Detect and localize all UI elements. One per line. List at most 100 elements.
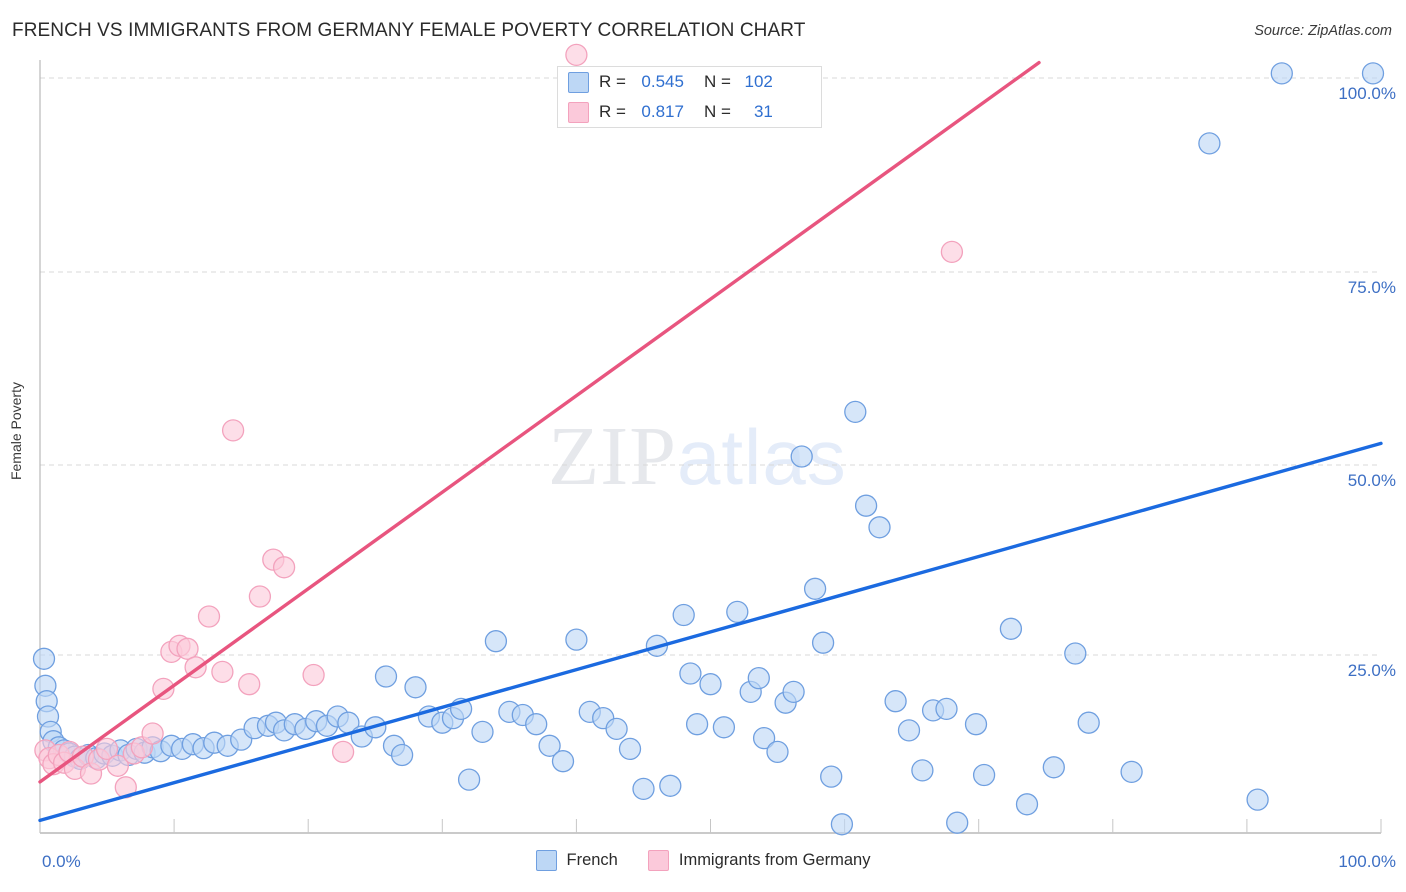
r-value-immigrants-germany: 0.817 bbox=[641, 102, 684, 121]
data-point bbox=[830, 813, 854, 836]
x-axis-label-max: 100.0% bbox=[1338, 852, 1396, 871]
axis-lines bbox=[39, 60, 1382, 834]
r-label-immigrants-germany: R = bbox=[599, 102, 626, 121]
source-attribution: Source: ZipAtlas.com bbox=[1254, 23, 1392, 39]
data-point bbox=[747, 666, 770, 690]
legend-swatch-immigrants-germany bbox=[647, 850, 669, 871]
data-point bbox=[1042, 756, 1065, 779]
data-point bbox=[95, 737, 119, 761]
data-point bbox=[726, 600, 749, 624]
data-point bbox=[790, 445, 813, 468]
data-point bbox=[471, 720, 494, 744]
data-point bbox=[176, 637, 199, 660]
correlation-stats-box: R = 0.545 N = 102 R = 0.817 N = 31 bbox=[557, 66, 822, 128]
data-point bbox=[1064, 642, 1087, 665]
series-swatch-immigrants-germany bbox=[568, 101, 589, 123]
data-point bbox=[972, 763, 996, 787]
data-point bbox=[106, 754, 129, 777]
r-value-french: 0.545 bbox=[641, 72, 684, 91]
x-axis-label-min: 0.0% bbox=[42, 852, 81, 871]
data-point bbox=[964, 713, 988, 736]
data-point bbox=[699, 673, 722, 696]
legend-item-immigrants-germany[interactable]: Immigrants from Germany bbox=[647, 850, 871, 871]
data-point bbox=[152, 677, 175, 701]
series-swatch-french bbox=[568, 71, 589, 93]
data-point bbox=[1077, 711, 1100, 734]
legend-item-french[interactable]: French bbox=[535, 850, 618, 871]
data-point bbox=[404, 676, 427, 699]
data-point bbox=[565, 628, 588, 651]
gridlines bbox=[40, 77, 1381, 656]
n-label-french: N = bbox=[703, 72, 731, 91]
n-label-immigrants-germany: N = bbox=[703, 102, 731, 121]
data-point bbox=[782, 680, 805, 704]
data-point bbox=[659, 774, 682, 797]
data-point bbox=[538, 734, 561, 757]
data-point bbox=[935, 697, 958, 721]
r-label-french: R = bbox=[599, 72, 626, 91]
data-point bbox=[374, 665, 398, 688]
data-point bbox=[868, 516, 891, 539]
data-point bbox=[551, 750, 575, 773]
data-point bbox=[1015, 793, 1039, 816]
data-point bbox=[632, 777, 655, 801]
legend-label-french: French bbox=[566, 851, 618, 869]
trendline-french bbox=[38, 441, 1383, 823]
data-point bbox=[457, 768, 481, 791]
data-point bbox=[484, 630, 508, 653]
legend-label-immigrants-germany: Immigrants from Germany bbox=[678, 851, 871, 869]
data-point bbox=[811, 631, 835, 654]
data-point bbox=[1120, 760, 1143, 784]
page-title: FRENCH VS IMMIGRANTS FROM GERMANY FEMALE… bbox=[12, 20, 806, 41]
stats-row-immigrants-germany: R = 0.817 N = 31 bbox=[558, 97, 821, 127]
data-point bbox=[1246, 788, 1269, 811]
data-point bbox=[197, 605, 221, 628]
n-value-immigrants-germany: 31 bbox=[753, 102, 773, 121]
legend-swatch-french bbox=[535, 850, 557, 871]
data-point bbox=[390, 743, 414, 767]
data-point bbox=[766, 740, 789, 764]
data-point bbox=[1270, 62, 1293, 85]
data-point bbox=[248, 585, 272, 608]
data-point bbox=[679, 662, 702, 685]
data-point bbox=[141, 722, 164, 745]
stats-row-french: R = 0.545 N = 102 bbox=[558, 67, 821, 97]
data-point bbox=[211, 660, 234, 684]
data-point bbox=[525, 713, 548, 736]
data-point bbox=[752, 726, 776, 750]
data-point bbox=[854, 494, 878, 517]
y-axis-tick-label: 50.0% bbox=[1347, 471, 1396, 490]
data-point bbox=[803, 577, 827, 600]
data-point bbox=[1198, 132, 1221, 155]
data-point bbox=[999, 617, 1023, 640]
series-points-immigrants-germany bbox=[34, 43, 964, 799]
data-point bbox=[32, 647, 56, 670]
data-point bbox=[685, 713, 709, 736]
data-point bbox=[272, 556, 296, 579]
data-point bbox=[605, 717, 628, 741]
series-points-french bbox=[32, 62, 1385, 836]
series-legend: French Immigrants from Germany bbox=[0, 850, 1406, 871]
y-axis-tick-label: 75.0% bbox=[1347, 278, 1396, 297]
data-point bbox=[238, 673, 261, 696]
data-point bbox=[302, 663, 325, 687]
data-point bbox=[946, 811, 969, 834]
data-point bbox=[1361, 62, 1385, 85]
data-point bbox=[712, 716, 736, 739]
data-point bbox=[565, 43, 588, 67]
data-point bbox=[897, 719, 921, 742]
data-point bbox=[221, 419, 245, 442]
data-point bbox=[331, 740, 355, 764]
n-value-french: 102 bbox=[744, 72, 773, 91]
data-point bbox=[911, 759, 934, 782]
data-point bbox=[940, 240, 964, 264]
data-point bbox=[884, 690, 907, 713]
data-point bbox=[844, 400, 867, 424]
data-point bbox=[618, 737, 642, 761]
y-axis-tick-label: 100.0% bbox=[1338, 84, 1396, 103]
y-axis-tick-label: 25.0% bbox=[1347, 661, 1396, 680]
trendline-immigrants-germany bbox=[38, 60, 1041, 784]
data-point bbox=[672, 603, 695, 627]
data-point bbox=[820, 765, 843, 788]
